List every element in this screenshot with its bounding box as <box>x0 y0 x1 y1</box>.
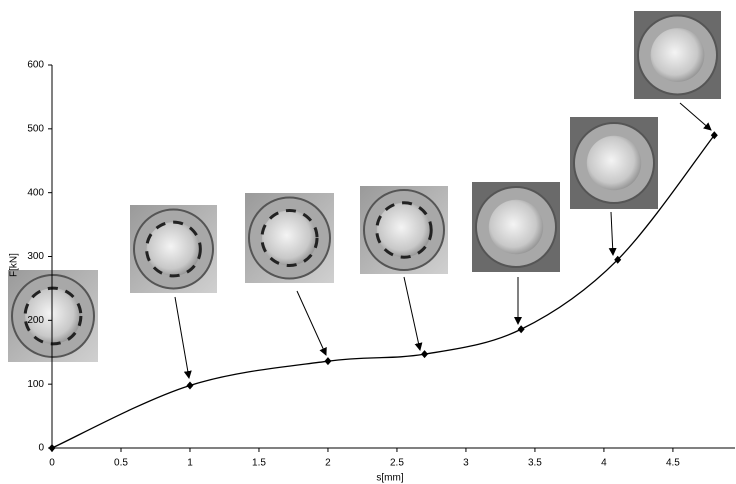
arrow <box>297 291 326 355</box>
photo-core <box>147 222 201 276</box>
data-point <box>186 381 193 389</box>
y-tick-label: 200 <box>27 315 44 326</box>
y-tick-label: 500 <box>27 123 44 134</box>
arrow <box>611 212 613 255</box>
x-tick-label: 2 <box>325 458 331 469</box>
y-tick-label: 600 <box>27 60 44 71</box>
specimen-photos <box>8 11 721 378</box>
x-tick-label: 0.5 <box>114 458 128 469</box>
x-tick-label: 0 <box>49 458 55 469</box>
arrow <box>404 277 420 350</box>
x-tick-label: 1.5 <box>252 458 266 469</box>
photo-core <box>262 210 317 265</box>
y-axis-label: F[kN] <box>9 253 20 277</box>
photo-core <box>489 200 543 254</box>
x-tick-label: 3 <box>463 458 469 469</box>
photo-core <box>377 203 431 257</box>
data-point <box>49 444 56 452</box>
x-tick-label: 1 <box>187 458 193 469</box>
x-tick-label: 3.5 <box>528 458 542 469</box>
photo-core <box>587 136 641 190</box>
y-tick-label: 0 <box>38 443 44 454</box>
data-point <box>324 357 331 365</box>
arrow <box>175 297 189 378</box>
y-tick-label: 100 <box>27 379 44 390</box>
y-tick-label: 300 <box>27 251 44 262</box>
y-tick-label: 400 <box>27 187 44 198</box>
photo-core <box>651 28 705 82</box>
x-tick-label: 4 <box>601 458 607 469</box>
x-tick-label: 4.5 <box>666 458 680 469</box>
x-tick-label: 2.5 <box>390 458 404 469</box>
data-point <box>421 350 428 358</box>
x-axis-label: s[mm] <box>376 473 403 484</box>
arrow <box>680 103 711 130</box>
data-point <box>518 325 525 333</box>
chart: F[kN] s[mm] 0 100 200 300 400 500 600 0 0.5 1 1.5 2… <box>0 0 736 484</box>
